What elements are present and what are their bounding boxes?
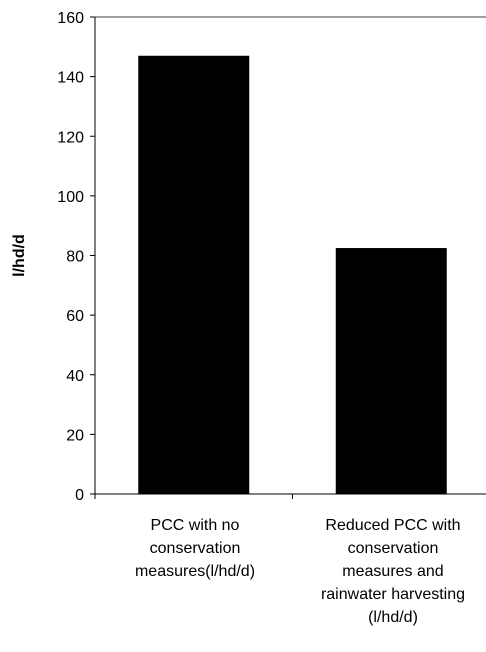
x-category-label-line: measures(l/hd/d)	[135, 563, 255, 580]
x-category-label-line: conservation	[348, 540, 439, 557]
y-axis-title: l/hd/d	[11, 234, 28, 277]
y-tick-label: 60	[66, 308, 84, 325]
y-tick-label: 20	[66, 427, 84, 444]
y-tick-label: 0	[75, 487, 84, 504]
x-category-label-line: PCC with no	[151, 517, 240, 534]
labels: 0 20 40 60 80 100 120 140 160 PCC with no conserva…	[57, 10, 465, 626]
y-tick-label: 140	[57, 70, 84, 87]
bars	[138, 55, 447, 494]
y-tick-label: 80	[66, 249, 84, 266]
x-category-label-line: Reduced PCC with	[325, 517, 460, 534]
y-tick-label: 40	[66, 368, 84, 385]
x-category-label-line: measures and	[342, 563, 443, 580]
x-category-label-line: (l/hd/d)	[368, 609, 418, 626]
x-category-label-2: Reduced PCC with conservation measures and…	[321, 517, 465, 626]
y-tick-label: 120	[57, 129, 84, 146]
x-category-label-1: PCC with no conservation measures(l/hd/d)	[135, 517, 255, 580]
bar-2	[335, 248, 447, 494]
y-tick-label: 100	[57, 189, 84, 206]
bar-1	[138, 55, 250, 494]
y-tick-label: 160	[57, 10, 84, 27]
x-category-label-line: conservation	[150, 540, 241, 557]
axes	[90, 16, 486, 499]
x-category-label-line: rainwater harvesting	[321, 586, 465, 603]
